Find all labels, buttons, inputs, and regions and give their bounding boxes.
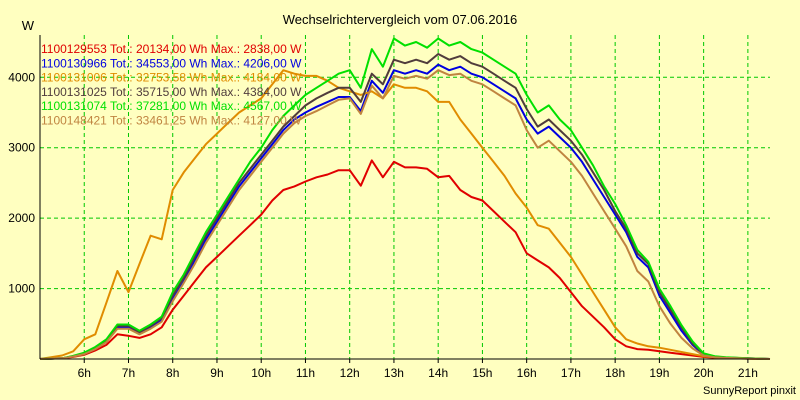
x-tick-label: 17h xyxy=(561,366,581,380)
x-tick-label: 8h xyxy=(166,366,179,380)
legend-entry-1100131074: 1100131074 Tot.: 37281,00 Wh Max.: 4567,… xyxy=(41,99,302,113)
legend-entry-1100130966: 1100130966 Tot.: 34553,00 Wh Max.: 4206,… xyxy=(41,56,302,70)
legend-entry-1100148421: 1100148421 Tot.: 33461,25 Wh Max.: 4127,… xyxy=(41,114,302,128)
x-tick-label: 15h xyxy=(472,366,492,380)
axis-ticks: 6h 7h 8h 9h 10h 11h 12h 13h 14h 15h 16h 17h 18h 19h 20… xyxy=(8,70,758,380)
grid xyxy=(40,35,770,359)
series-line-1100148421 xyxy=(39,69,771,360)
series-line-1100129553 xyxy=(39,159,771,360)
y-tick-label: 4000 xyxy=(8,70,35,84)
x-tick-label: 20h xyxy=(694,366,714,380)
legend: 1100129553 Tot.: 20134,00 Wh Max.: 2838,… xyxy=(41,42,302,128)
series-line-1100131006 xyxy=(39,69,771,360)
y-tick-label: 1000 xyxy=(8,282,35,296)
x-tick-label: 16h xyxy=(517,366,537,380)
x-tick-label: 19h xyxy=(649,366,669,380)
x-tick-label: 11h xyxy=(296,366,315,380)
x-tick-label: 6h xyxy=(78,366,91,380)
series-layer xyxy=(39,37,771,360)
footer-credit: SunnyReport pinxit xyxy=(703,385,796,397)
y-axis-unit: W xyxy=(22,18,35,33)
series-line-1100131074 xyxy=(39,37,771,360)
x-tick-label: 18h xyxy=(605,366,625,380)
x-tick-label: 9h xyxy=(210,366,223,380)
x-tick-label: 21h xyxy=(738,366,758,380)
legend-entry-1100131006: 1100131006 Tot.: 32753,58 Wh Max.: 4184,… xyxy=(41,71,302,85)
legend-entry-1100131025: 1100131025 Tot.: 35715,00 Wh Max.: 4384,… xyxy=(41,85,302,99)
y-tick-label: 3000 xyxy=(8,141,35,155)
x-tick-label: 7h xyxy=(122,366,135,380)
series-line-1100131025 xyxy=(39,53,771,360)
x-tick-label: 14h xyxy=(428,366,448,380)
x-tick-label: 13h xyxy=(384,366,404,380)
chart-title: Wechselrichtervergleich vom 07.06.2016 xyxy=(283,12,518,27)
x-tick-label: 12h xyxy=(340,366,360,380)
x-tick-label: 10h xyxy=(251,366,271,380)
legend-entry-1100129553: 1100129553 Tot.: 20134,00 Wh Max.: 2838,… xyxy=(41,42,302,56)
y-tick-label: 2000 xyxy=(8,211,35,225)
